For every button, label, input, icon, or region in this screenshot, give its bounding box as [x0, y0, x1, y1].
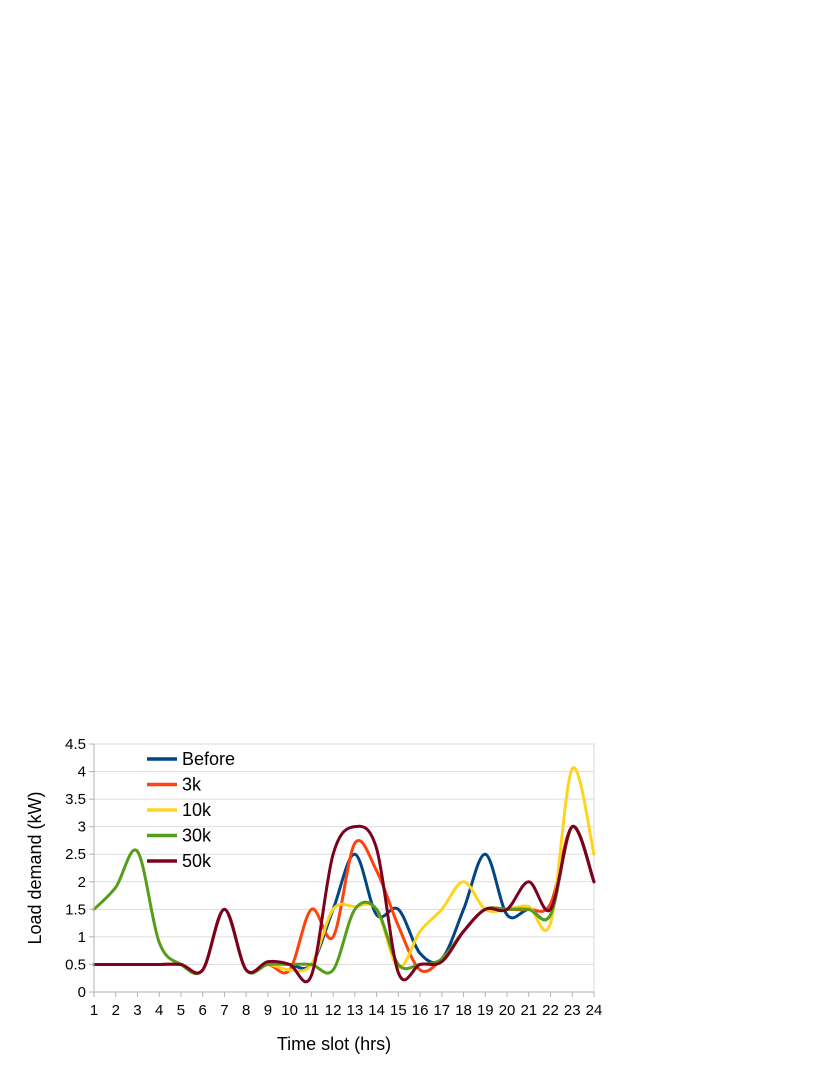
y-tick-label: 2: [78, 874, 86, 891]
series-lines: [92, 766, 596, 984]
x-tick-label: 24: [586, 1002, 603, 1019]
x-tick-label: 15: [390, 1002, 407, 1019]
y-tick-label: 0.5: [65, 956, 86, 973]
x-tick-label: 5: [177, 1002, 185, 1019]
legend-label: 10k: [182, 800, 212, 820]
grid-lines: [94, 743, 594, 993]
series-line-3k: [92, 825, 596, 975]
y-tick-label: 1: [78, 929, 86, 946]
legend-item: 10k: [147, 800, 212, 820]
x-tick-label: 17: [433, 1002, 450, 1019]
x-tick-label: 14: [368, 1002, 385, 1019]
x-tick-label: 21: [520, 1002, 537, 1019]
legend-item: Before: [147, 749, 235, 769]
x-tick-label: 20: [499, 1002, 516, 1019]
x-tick-label: 6: [199, 1002, 207, 1019]
x-tick-label: 16: [412, 1002, 429, 1019]
y-tick-label: 3.5: [65, 791, 86, 808]
x-axis-title: Time slot (hrs): [277, 1034, 391, 1054]
legend-label: 50k: [182, 851, 212, 871]
legend-label: 30k: [182, 826, 212, 846]
legend-label: Before: [182, 749, 235, 769]
legend: Before 3k 10k 30k 50k: [147, 749, 235, 871]
legend-label: 3k: [182, 775, 202, 795]
legend-item: 30k: [147, 826, 212, 846]
series-line-30k: [92, 825, 596, 976]
x-tick-label: 19: [477, 1002, 494, 1019]
x-tick-label: 1: [90, 1002, 98, 1019]
x-tick-label: 13: [347, 1002, 364, 1019]
x-tick-label: 12: [325, 1002, 342, 1019]
x-tick-label: 10: [281, 1002, 298, 1019]
y-tick-label: 4.5: [65, 736, 86, 753]
x-tick-label: 8: [242, 1002, 250, 1019]
x-tick-label: 18: [455, 1002, 472, 1019]
series-line-before: [92, 825, 596, 975]
x-tick-label: 22: [542, 1002, 559, 1019]
y-axis-ticks: 0 0.5 1 1.5 2 2.5 3 3.5 4 4.5: [65, 736, 94, 1001]
series-line-50k: [92, 824, 596, 984]
x-tick-label: 2: [112, 1002, 120, 1019]
x-axis-ticks: 1 2 3 4 5 6 7 8 9 10 11 12 13 14 15 16 17 18 19 20 21 22 23 24: [90, 992, 603, 1019]
x-tick-label: 3: [133, 1002, 141, 1019]
x-tick-label: 4: [155, 1002, 163, 1019]
legend-item: 3k: [147, 775, 202, 795]
y-tick-label: 3: [78, 819, 86, 836]
x-tick-label: 23: [564, 1002, 581, 1019]
y-tick-label: 2.5: [65, 846, 86, 863]
y-axis-title: Load demand (kW): [25, 791, 45, 944]
y-tick-label: 0: [78, 984, 86, 1001]
legend-item: 50k: [147, 851, 212, 871]
x-tick-label: 9: [264, 1002, 272, 1019]
plot-area-frame: [93, 743, 595, 993]
x-tick-label: 7: [220, 1002, 228, 1019]
y-tick-label: 1.5: [65, 901, 86, 918]
y-tick-label: 4: [78, 764, 86, 781]
x-tick-label: 11: [304, 1002, 320, 1019]
